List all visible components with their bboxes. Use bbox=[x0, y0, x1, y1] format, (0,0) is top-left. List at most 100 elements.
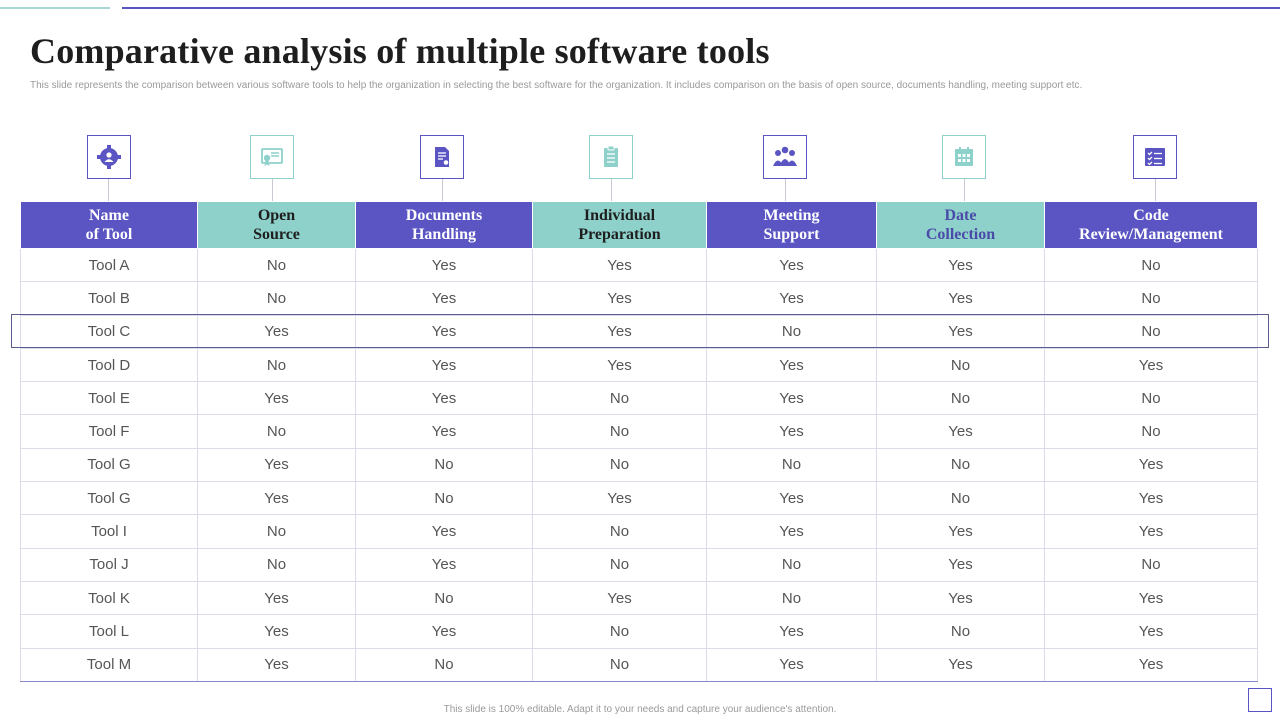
tool-name-cell: Tool E bbox=[20, 381, 198, 416]
tool-name-cell: Tool G bbox=[20, 447, 198, 483]
table-cell: Yes bbox=[532, 347, 707, 383]
table-cell: No bbox=[355, 481, 533, 516]
table-cell: No bbox=[532, 614, 707, 649]
tool-name-cell: Tool D bbox=[20, 347, 198, 383]
header-individual-preparation: Individual Preparation bbox=[532, 201, 707, 249]
tool-name-cell: Tool F bbox=[20, 414, 198, 449]
table-row: Tool J No Yes No No Yes No bbox=[20, 547, 1258, 582]
table-cell: Yes bbox=[706, 481, 877, 516]
table-header-row: Name of Tool Open Source Documents Handl… bbox=[20, 201, 1258, 249]
tool-name-cell: Tool C bbox=[20, 314, 198, 349]
icon-connector bbox=[785, 179, 786, 201]
table-cell: Yes bbox=[706, 414, 877, 449]
table-cell: No bbox=[706, 547, 877, 582]
table-row: Tool I No Yes No Yes Yes Yes bbox=[20, 514, 1258, 549]
table-cell: No bbox=[197, 414, 356, 449]
table-cell: No bbox=[355, 580, 533, 616]
table-cell: Yes bbox=[876, 647, 1045, 682]
table-cell: No bbox=[1044, 381, 1258, 416]
table-cell: Yes bbox=[706, 647, 877, 682]
tool-name-cell: Tool I bbox=[20, 514, 198, 549]
table-cell: Yes bbox=[706, 247, 877, 283]
table-row: Tool G Yes No No No No Yes bbox=[20, 447, 1258, 483]
table-cell: No bbox=[1044, 547, 1258, 582]
table-cell: No bbox=[876, 381, 1045, 416]
table-cell: Yes bbox=[876, 514, 1045, 549]
icon-connector bbox=[272, 179, 273, 201]
icon-connector bbox=[611, 179, 612, 201]
header-name-of-tool: Name of Tool bbox=[20, 201, 198, 249]
table-cell: Yes bbox=[706, 281, 877, 316]
table-cell: Yes bbox=[876, 547, 1045, 582]
table-cell: No bbox=[1044, 281, 1258, 316]
table-cell: No bbox=[197, 347, 356, 383]
table-cell: No bbox=[706, 314, 877, 349]
table-cell: Yes bbox=[355, 614, 533, 649]
header-meeting-support: Meeting Support bbox=[706, 201, 877, 249]
table-cell: Yes bbox=[706, 381, 877, 416]
table-cell: No bbox=[1044, 414, 1258, 449]
table-row: Tool D No Yes Yes Yes No Yes bbox=[20, 347, 1258, 383]
tool-name-cell: Tool G bbox=[20, 481, 198, 516]
tool-name-cell: Tool B bbox=[20, 281, 198, 316]
table-row: Tool M Yes No No Yes Yes Yes bbox=[20, 647, 1258, 682]
header-open-source: Open Source bbox=[197, 201, 356, 249]
table-cell: Yes bbox=[876, 414, 1045, 449]
table-cell: Yes bbox=[355, 381, 533, 416]
icon-connector bbox=[442, 179, 443, 201]
table-cell: No bbox=[532, 381, 707, 416]
table-cell: Yes bbox=[532, 281, 707, 316]
certificate-icon bbox=[250, 135, 294, 179]
table-row: Tool E Yes Yes No Yes No No bbox=[20, 381, 1258, 416]
header-documents-handling: Documents Handling bbox=[355, 201, 533, 249]
header-code-review-management: Code Review/Management bbox=[1044, 201, 1258, 249]
table-cell: Yes bbox=[1044, 481, 1258, 516]
table-cell: Yes bbox=[197, 447, 356, 483]
table-cell: No bbox=[876, 447, 1045, 483]
table-cell: Yes bbox=[1044, 347, 1258, 383]
tool-name-cell: Tool A bbox=[20, 247, 198, 283]
table-cell: No bbox=[876, 347, 1045, 383]
table-cell: No bbox=[532, 647, 707, 682]
table-cell: Yes bbox=[355, 514, 533, 549]
slide-footer: This slide is 100% editable. Adapt it to… bbox=[443, 704, 837, 715]
task-list-icon bbox=[1133, 135, 1177, 179]
table-cell: Yes bbox=[532, 314, 707, 349]
checklist-icon bbox=[589, 135, 633, 179]
table-cell: Yes bbox=[197, 647, 356, 682]
icon-connector bbox=[1155, 179, 1156, 201]
table-cell: No bbox=[355, 447, 533, 483]
table-cell: No bbox=[876, 481, 1045, 516]
table-cell: Yes bbox=[532, 481, 707, 516]
table-cell: No bbox=[532, 447, 707, 483]
table-cell: Yes bbox=[1044, 614, 1258, 649]
corner-square bbox=[1248, 688, 1272, 712]
team-meeting-icon bbox=[763, 135, 807, 179]
table-cell: Yes bbox=[197, 614, 356, 649]
table-cell: No bbox=[532, 414, 707, 449]
table-cell: No bbox=[197, 514, 356, 549]
icon-connector bbox=[964, 179, 965, 201]
table-row: Tool G Yes No Yes Yes No Yes bbox=[20, 481, 1258, 516]
calendar-icon bbox=[942, 135, 986, 179]
icon-connector bbox=[108, 179, 109, 201]
table-cell: No bbox=[1044, 314, 1258, 349]
table-cell: Yes bbox=[1044, 514, 1258, 549]
table-cell: Yes bbox=[1044, 580, 1258, 616]
table-cell: Yes bbox=[876, 281, 1045, 316]
table-row: Tool C Yes Yes Yes No Yes No bbox=[20, 314, 1258, 349]
table-cell: No bbox=[197, 247, 356, 283]
tool-name-cell: Tool L bbox=[20, 614, 198, 649]
table-row: Tool A No Yes Yes Yes Yes No bbox=[20, 247, 1258, 283]
table-cell: Yes bbox=[706, 347, 877, 383]
table-cell: Yes bbox=[197, 481, 356, 516]
table-cell: No bbox=[355, 647, 533, 682]
top-accent-line-right bbox=[122, 7, 1280, 9]
table-cell: Yes bbox=[197, 314, 356, 349]
table-cell: Yes bbox=[355, 547, 533, 582]
table-cell: Yes bbox=[355, 414, 533, 449]
table-cell: Yes bbox=[197, 381, 356, 416]
table-cell: Yes bbox=[355, 247, 533, 283]
header-date-collection: Date Collection bbox=[876, 201, 1045, 249]
top-accent-line-left bbox=[0, 7, 110, 9]
